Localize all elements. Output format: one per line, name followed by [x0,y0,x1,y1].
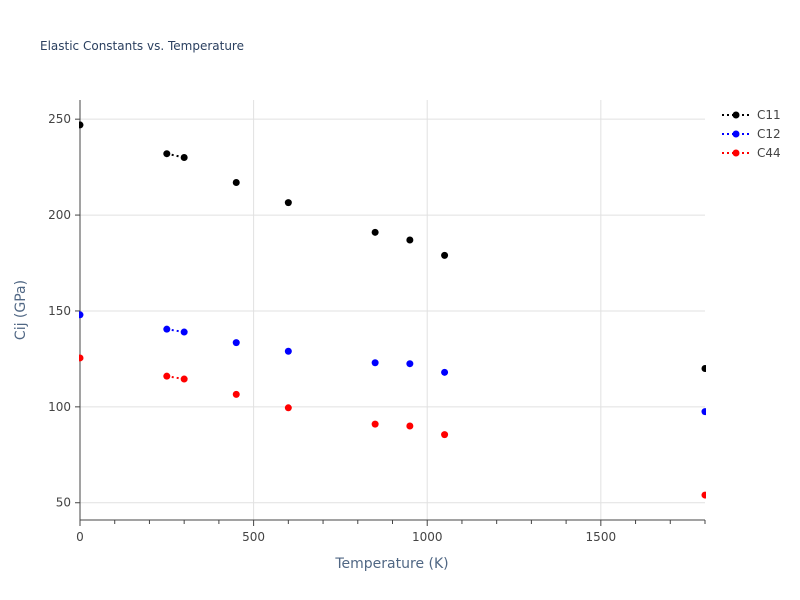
data-point[interactable] [232,390,240,398]
legend-label: C12 [757,127,781,141]
legend[interactable]: C11 C12 C44 [722,108,781,160]
legend-marker [732,149,740,157]
data-point[interactable] [701,491,709,499]
data-point[interactable] [163,150,171,158]
data-point[interactable] [701,364,709,372]
data-point[interactable] [406,360,414,368]
x-axis-title: Temperature (K) [334,556,448,572]
data-point[interactable] [180,154,188,162]
data-point[interactable] [163,372,171,380]
y-tick-label: 200 [48,208,71,222]
data-point[interactable] [180,328,188,336]
legend-marker [732,130,740,138]
data-point[interactable] [232,339,240,347]
x-tick-label: 1000 [412,530,443,544]
data-point[interactable] [441,251,449,259]
data-point[interactable] [180,375,188,383]
y-tick-label: 50 [56,496,71,510]
chart-title: Elastic Constants vs. Temperature [40,39,244,53]
data-point[interactable] [371,228,379,236]
legend-marker [732,111,740,119]
data-point[interactable] [284,347,292,355]
data-point[interactable] [77,121,84,129]
legend-item-c12[interactable]: C12 [722,127,781,141]
plot-area [77,121,709,499]
data-point[interactable] [441,368,449,376]
data-point[interactable] [371,359,379,367]
x-tick-label: 0 [76,530,84,544]
series-c44 [77,354,709,499]
y-axis-title: Cij (GPa) [13,280,29,340]
data-point[interactable] [406,422,414,430]
series-c12 [77,311,709,416]
data-point[interactable] [77,354,84,362]
x-tick-label: 500 [242,530,265,544]
data-point[interactable] [163,325,171,333]
legend-label: C44 [757,146,781,160]
legend-label: C11 [757,108,781,122]
data-point[interactable] [406,236,414,244]
data-point[interactable] [232,178,240,186]
y-tick-label: 150 [48,304,71,318]
data-point[interactable] [371,420,379,428]
legend-item-c11[interactable]: C11 [722,108,781,122]
data-point[interactable] [701,408,709,416]
series-c11 [77,121,709,372]
data-point[interactable] [441,431,449,439]
axes: 0 500 1000 1500 50 100 150 200 250 [48,100,706,544]
y-tick-label: 250 [48,112,71,126]
data-point[interactable] [284,199,292,207]
data-point[interactable] [77,311,84,319]
x-tick-label: 1500 [586,530,617,544]
legend-item-c44[interactable]: C44 [722,146,781,160]
y-tick-label: 100 [48,400,71,414]
data-point[interactable] [284,404,292,412]
grid [80,100,705,520]
